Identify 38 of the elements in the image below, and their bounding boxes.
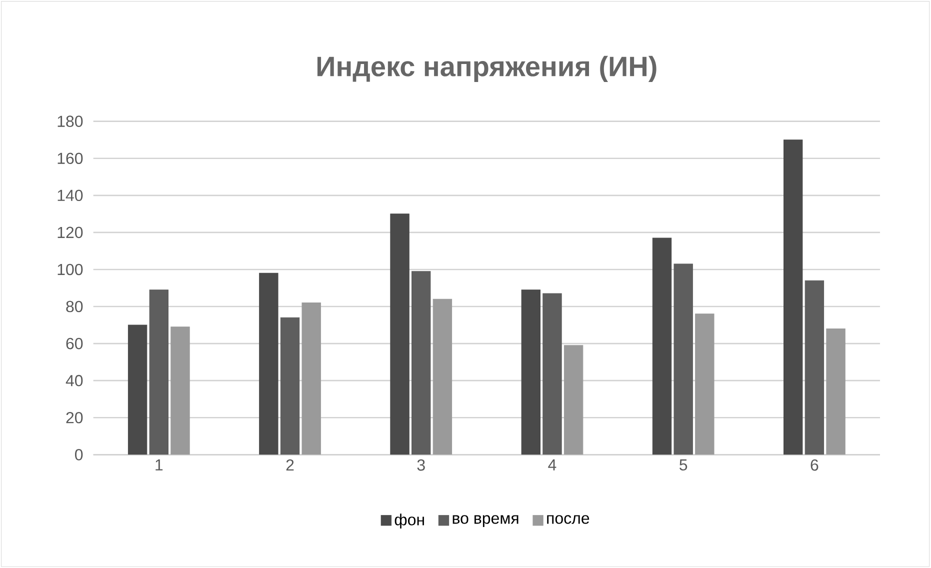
y-tick-label: 20: [66, 412, 83, 424]
y-tick-label: 100: [58, 264, 83, 276]
y-tick-label: 60: [66, 338, 83, 350]
legend-label: фон: [394, 514, 424, 529]
bar: [259, 272, 278, 455]
bar: [674, 264, 693, 455]
x-tick-label: 3: [417, 459, 425, 471]
bar: [302, 302, 321, 455]
bar: [652, 238, 672, 455]
legend-label: во время: [452, 515, 518, 528]
y-tick-label: 180: [58, 116, 83, 127]
x-tick-label: 6: [810, 459, 818, 471]
bar: [412, 271, 431, 455]
x-tick-label: 2: [286, 459, 294, 471]
bar: [521, 290, 540, 455]
x-tick-label: 4: [548, 459, 556, 470]
x-tick-label: 1: [156, 459, 163, 470]
y-tick-label: 80: [66, 300, 83, 312]
bar: [564, 345, 584, 455]
bar: [695, 314, 714, 455]
bar: [170, 326, 190, 455]
legend-label: после: [547, 515, 590, 524]
chart-title: Индекс напряжения (ИН): [317, 56, 656, 82]
bar: [826, 328, 846, 455]
bar: [804, 280, 824, 455]
bar: [432, 298, 452, 455]
y-tick-label: 160: [58, 152, 83, 164]
bar: [280, 317, 300, 455]
y-tick-label: 120: [58, 226, 83, 238]
y-tick-label: 0: [75, 449, 83, 460]
bar: [149, 290, 168, 455]
y-tick-label: 140: [58, 190, 83, 202]
bar: [128, 324, 148, 455]
y-tick-label: 40: [66, 374, 83, 386]
bar: [784, 140, 803, 455]
bar: [542, 293, 562, 455]
x-tick-label: 5: [680, 459, 688, 471]
bar: [390, 214, 410, 455]
